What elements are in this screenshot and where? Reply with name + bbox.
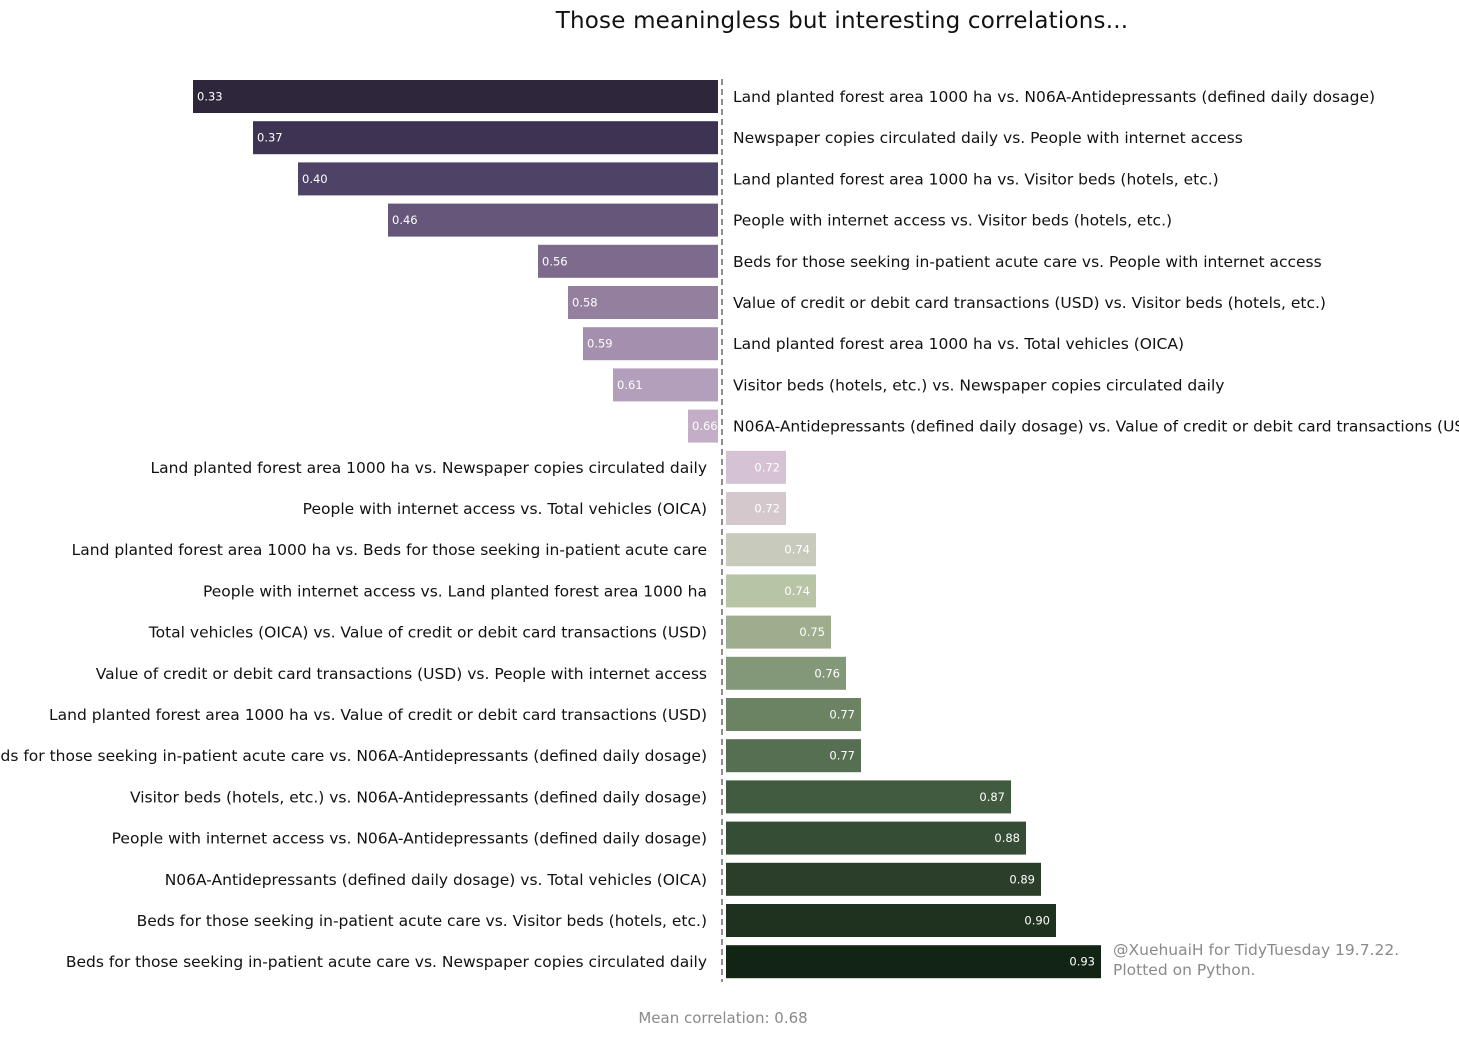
- bar: [253, 121, 718, 155]
- bar-value-label: 0.74: [784, 584, 810, 598]
- bar-value-label: 0.61: [617, 378, 643, 392]
- credit-text: @XuehuaiH for TidyTuesday 19.7.22. Plott…: [1113, 940, 1399, 980]
- bar-category-label: People with internet access vs. Land pla…: [203, 582, 707, 600]
- bar: [583, 327, 718, 361]
- bar-value-label: 0.74: [784, 543, 810, 557]
- bar-value-label: 0.88: [994, 831, 1020, 845]
- bar-category-label: N06A-Antidepressants (defined daily dosa…: [733, 418, 1459, 436]
- bar-category-label: Total vehicles (OICA) vs. Value of credi…: [148, 624, 707, 642]
- bar: [726, 533, 816, 567]
- bar-category-label: People with internet access vs. Total ve…: [303, 500, 707, 518]
- bar: [388, 203, 718, 237]
- bar: [726, 698, 861, 731]
- bar-value-label: 0.93: [1069, 955, 1095, 969]
- bar: [726, 862, 1041, 896]
- bar: [726, 615, 831, 649]
- bar-category-label: N06A-Antidepressants (defined daily dosa…: [165, 871, 707, 889]
- bar-category-label: Land planted forest area 1000 ha vs. Vis…: [733, 170, 1219, 188]
- bar: [726, 492, 786, 525]
- bar: [568, 286, 718, 319]
- bar: [726, 450, 786, 484]
- bar-category-label: Visitor beds (hotels, etc.) vs. N06A-Ant…: [130, 788, 707, 806]
- bar: [688, 409, 718, 443]
- bar-value-label: 0.72: [754, 460, 780, 474]
- bar-value-label: 0.72: [754, 502, 780, 516]
- bar-value-label: 0.37: [257, 131, 283, 145]
- bar-value-label: 0.40: [302, 172, 328, 186]
- bar-value-label: 0.77: [829, 749, 855, 763]
- bar-category-label: Land planted forest area 1000 ha vs. Bed…: [72, 541, 707, 559]
- credit-line-1: @XuehuaiH for TidyTuesday 19.7.22.: [1113, 941, 1400, 959]
- bar-category-label: People with internet access vs. N06A-Ant…: [112, 830, 707, 848]
- bar-category-label: Visitor beds (hotels, etc.) vs. Newspape…: [733, 376, 1224, 394]
- bar: [298, 162, 718, 196]
- bar-value-label: 0.59: [587, 337, 613, 351]
- bar: [726, 739, 861, 773]
- bar-category-label: Beds for those seeking in-patient acute …: [733, 253, 1322, 271]
- bar-value-label: 0.56: [542, 254, 568, 268]
- credit-line-2: Plotted on Python.: [1113, 961, 1256, 979]
- bar: [726, 780, 1011, 814]
- bar-value-label: 0.46: [392, 213, 418, 227]
- bar-value-label: 0.87: [979, 790, 1005, 804]
- bar-category-label: Beds for those seeking in-patient acute …: [66, 953, 707, 971]
- bar-category-label: People with internet access vs. Visitor …: [733, 212, 1172, 230]
- bar: [726, 945, 1101, 979]
- bar-category-label: Value of credit or debit card transactio…: [733, 294, 1326, 312]
- bar-value-label: 0.76: [814, 666, 840, 680]
- bar: [613, 368, 718, 402]
- chart-title: Those meaningless but interesting correl…: [555, 8, 1129, 34]
- bar-value-label: 0.66: [692, 419, 718, 433]
- bar: [726, 904, 1056, 937]
- bar-value-label: 0.75: [799, 625, 825, 639]
- bar-value-label: 0.58: [572, 296, 598, 310]
- bar-value-label: 0.33: [197, 90, 223, 104]
- bar-category-label: Land planted forest area 1000 ha vs. N06…: [733, 88, 1375, 106]
- bar-category-label: Beds for those seeking in-patient acute …: [137, 912, 707, 930]
- bar-category-label: Land planted forest area 1000 ha vs. New…: [151, 459, 707, 477]
- bar-category-label: Land planted forest area 1000 ha vs. Val…: [49, 706, 707, 724]
- bar: [726, 656, 846, 690]
- mean-correlation-label: Mean correlation: 0.68: [638, 1009, 808, 1027]
- bar: [538, 244, 718, 278]
- bar-value-label: 0.89: [1009, 872, 1035, 886]
- bar-category-label: Land planted forest area 1000 ha vs. Tot…: [733, 335, 1184, 353]
- bar-value-label: 0.90: [1024, 914, 1050, 928]
- bar-category-label: Newspaper copies circulated daily vs. Pe…: [733, 129, 1243, 147]
- bar: [726, 821, 1026, 855]
- bar: [726, 574, 816, 608]
- bar: [193, 80, 718, 113]
- bar-category-label: Value of credit or debit card transactio…: [96, 665, 707, 683]
- bar-category-label: Beds for those seeking in-patient acute …: [0, 747, 707, 765]
- bar-value-label: 0.77: [829, 708, 855, 722]
